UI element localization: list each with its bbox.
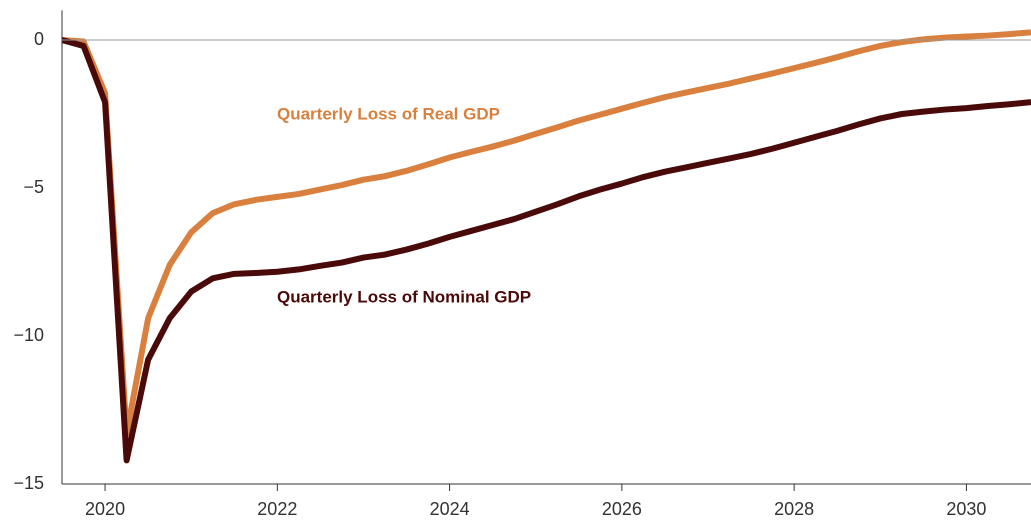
x-tick-label: 2030: [946, 499, 986, 519]
y-tick-label: −15: [13, 473, 44, 493]
y-tick-label: 0: [34, 29, 44, 49]
y-tick-label: −5: [23, 177, 44, 197]
x-tick-label: 2024: [430, 499, 470, 519]
x-tick-label: 2020: [85, 499, 125, 519]
x-tick-label: 2026: [602, 499, 642, 519]
y-tick-label: −10: [13, 325, 44, 345]
series-line: [62, 37, 1031, 464]
series-label: Quarterly Loss of Real GDP: [277, 104, 500, 123]
series-label: Quarterly Loss of Nominal GDP: [277, 287, 531, 306]
series-line: [62, 29, 1031, 437]
x-tick-label: 2028: [774, 499, 814, 519]
plot-area: [62, 29, 1031, 464]
x-tick-label: 2022: [257, 499, 297, 519]
